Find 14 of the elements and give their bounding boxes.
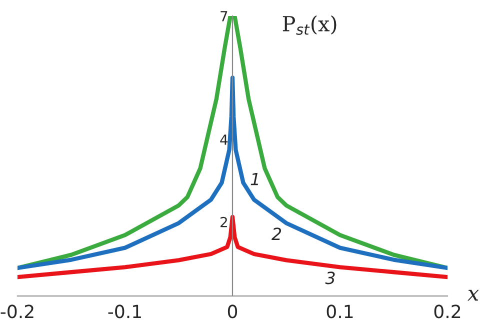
y-axis-title: P$_{st}$(x) [282, 15, 336, 35]
x-tick-label: -0.1 [108, 304, 141, 318]
x-tick-label: 0.1 [326, 304, 353, 318]
y-tick-label: 4 [220, 134, 228, 145]
x-tick-label: 0.2 [434, 304, 460, 318]
y-tick-label: 2 [220, 216, 227, 228]
x-axis-title: x [467, 290, 479, 301]
annotation: 2 [272, 228, 282, 240]
y-tick-label: 7 [220, 11, 228, 22]
annotation: 3 [325, 272, 335, 284]
x-tick-label: 0 [228, 304, 238, 318]
x-tick-label: -0.2 [0, 304, 34, 318]
annotation: 1 [250, 173, 258, 186]
line-series [18, 76, 448, 270]
